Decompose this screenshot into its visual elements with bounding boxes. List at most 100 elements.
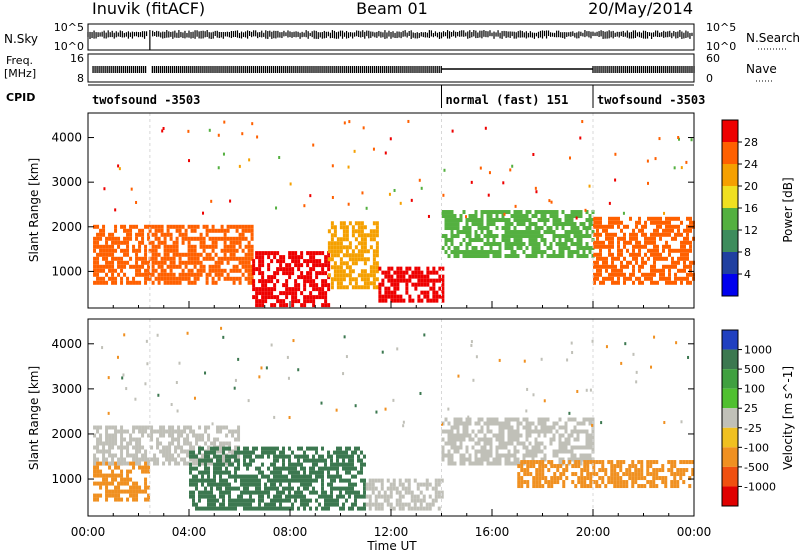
velocity-cell xyxy=(516,417,520,422)
power-cell xyxy=(235,268,239,273)
velocity-cell xyxy=(559,476,563,481)
velocity-cell xyxy=(531,421,535,426)
velocity-cell xyxy=(300,478,303,483)
power-cell xyxy=(250,228,254,233)
power-cell xyxy=(255,295,259,300)
velocity-cell xyxy=(228,429,232,434)
power-cell xyxy=(375,269,379,274)
velocity-cell xyxy=(571,464,575,469)
power-cell xyxy=(635,252,638,257)
velocity-cell xyxy=(360,458,363,463)
velocity-cell xyxy=(431,498,435,503)
velocity-cell xyxy=(96,425,100,430)
velocity-cell xyxy=(425,482,429,487)
velocity-cell xyxy=(528,429,532,434)
power-speckle xyxy=(646,159,649,163)
velocity-cell xyxy=(546,425,550,430)
power-cell xyxy=(516,238,520,243)
velocity-cell xyxy=(231,486,234,491)
power-cell xyxy=(108,232,112,237)
velocity-cell xyxy=(425,478,429,483)
power-cell xyxy=(608,248,611,253)
velocity-cell xyxy=(649,460,653,465)
velocity-cell xyxy=(631,484,635,489)
velocity-cell xyxy=(210,441,214,446)
velocity-colorbar-swatch xyxy=(722,330,738,350)
power-cell xyxy=(288,263,292,268)
velocity-cell xyxy=(333,474,336,479)
power-cell xyxy=(339,221,343,226)
power-cell xyxy=(599,280,602,285)
power-cell xyxy=(339,237,343,242)
power-cell xyxy=(570,238,574,243)
power-cell xyxy=(288,255,292,260)
power-cell xyxy=(405,270,409,275)
velocity-cell xyxy=(447,449,451,454)
power-cell xyxy=(596,244,599,249)
velocity-cell xyxy=(401,506,405,511)
power-cell xyxy=(238,236,242,241)
power-cell xyxy=(360,257,364,262)
power-cell xyxy=(525,230,529,235)
power-cell xyxy=(665,280,668,285)
power-cell xyxy=(504,210,508,215)
velocity-cell xyxy=(398,490,402,495)
power-cell xyxy=(489,214,493,219)
velocity-cell xyxy=(561,433,565,438)
velocity-cell xyxy=(453,445,457,450)
power-cell xyxy=(372,253,376,258)
power-cell xyxy=(184,272,188,277)
power-cell xyxy=(617,240,620,245)
power-cell xyxy=(623,240,626,245)
velocity-cell xyxy=(189,445,193,450)
power-cell xyxy=(453,226,457,231)
power-cell xyxy=(429,298,433,303)
power-cell xyxy=(135,264,139,269)
velocity-cell xyxy=(318,494,321,499)
velocity-cell xyxy=(462,433,466,438)
power-cell xyxy=(303,283,307,288)
power-cell xyxy=(456,222,460,227)
velocity-mode-lines xyxy=(149,319,594,516)
velocity-cell xyxy=(351,486,354,491)
velocity-cell xyxy=(365,482,369,487)
velocity-cell xyxy=(288,494,291,499)
velocity-cell xyxy=(294,478,297,483)
power-cell xyxy=(96,252,100,257)
power-cell xyxy=(357,253,361,258)
power-cell xyxy=(567,254,571,259)
velocity-cell xyxy=(153,429,157,434)
power-cell xyxy=(558,238,562,243)
velocity-cell xyxy=(201,494,204,499)
power-cell xyxy=(602,244,605,249)
power-cell xyxy=(650,276,653,281)
power-cell xyxy=(638,228,641,233)
power-cell xyxy=(342,237,346,242)
velocity-cell xyxy=(537,417,541,422)
power-cell xyxy=(144,248,148,253)
velocity-cell xyxy=(679,468,683,473)
velocity-cell xyxy=(327,494,330,499)
velocity-cell xyxy=(517,472,521,477)
velocity-cell xyxy=(171,429,175,434)
power-cell xyxy=(644,276,647,281)
velocity-cell xyxy=(342,450,345,455)
power-cell xyxy=(486,210,490,215)
power-cell xyxy=(250,272,254,277)
power-cell xyxy=(564,242,568,247)
velocity-cell xyxy=(192,494,195,499)
power-cell xyxy=(363,237,367,242)
power-cell xyxy=(513,210,517,215)
power-speckle xyxy=(208,128,211,132)
velocity-cell xyxy=(279,494,282,499)
power-cell xyxy=(318,251,322,256)
power-cell xyxy=(378,298,382,303)
cpid-segment-label: twofsound -3503 xyxy=(597,93,705,107)
velocity-cell xyxy=(132,437,136,442)
power-cell xyxy=(126,252,130,257)
velocity-cell xyxy=(321,474,324,479)
power-cell xyxy=(617,280,620,285)
velocity-cell xyxy=(312,486,315,491)
velocity-cell xyxy=(135,437,139,442)
velocity-cell xyxy=(342,486,345,491)
